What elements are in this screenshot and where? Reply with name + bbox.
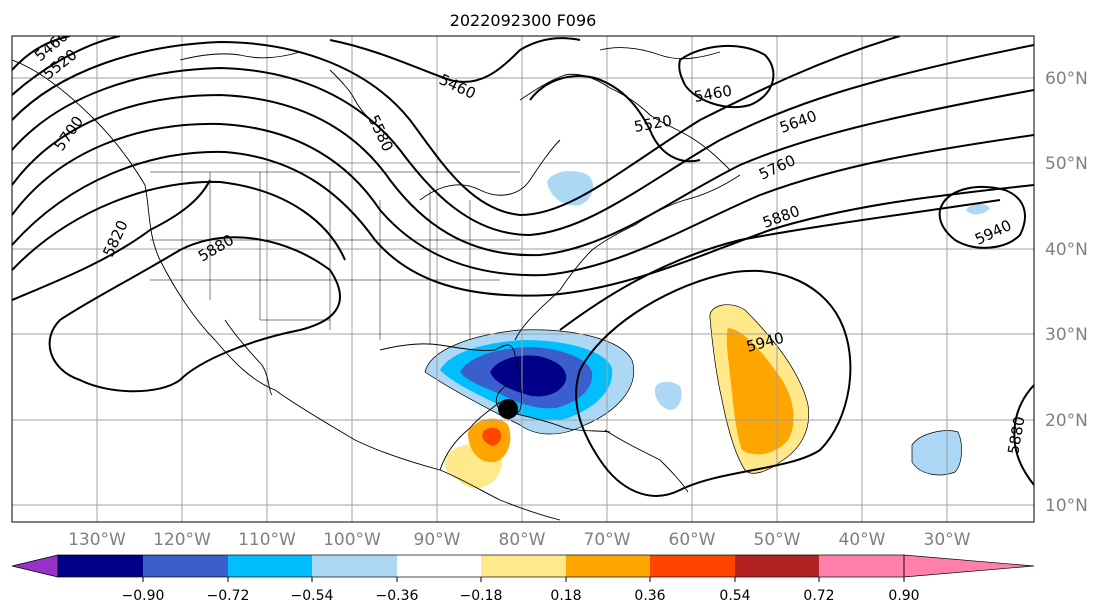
negative-anomaly-atlantic-1: [654, 381, 682, 410]
storm-center-dot: [498, 399, 518, 419]
contour-5460-west: [12, 36, 71, 71]
contour-5520-west: [12, 36, 121, 96]
contour-5820: [12, 180, 346, 271]
colorbar-tick-label: −0.72: [207, 588, 250, 604]
lat-label: 60°N: [1045, 69, 1088, 89]
colorbar-tick-label: 0.36: [634, 588, 665, 604]
colorbar-tick-label: −0.54: [291, 588, 334, 604]
colorbar-segment: [566, 555, 650, 577]
contour-5460-north: [329, 37, 581, 83]
height-contours: [12, 36, 1034, 497]
lon-label: 40°W: [839, 530, 886, 550]
state-borders: [150, 171, 520, 345]
lat-label: 40°N: [1045, 240, 1088, 260]
positive-anomaly-caribbean-core: [482, 427, 502, 446]
lon-label: 130°W: [68, 530, 126, 550]
map-background: [12, 36, 1034, 522]
lon-label: 50°W: [754, 530, 801, 550]
map-frame: [11, 35, 1035, 523]
negative-anomaly-atlantic-2: [912, 430, 962, 475]
lon-label: 110°W: [238, 530, 296, 550]
lon-label: 80°W: [499, 530, 546, 550]
lat-label: 10°N: [1045, 496, 1088, 516]
colorbar-extend-right: [903, 554, 1035, 578]
lon-label: 120°W: [153, 530, 211, 550]
colorbar-segment: [819, 555, 904, 577]
lat-label: 30°N: [1045, 325, 1088, 345]
colorbar-segment: [143, 555, 228, 577]
colorbar-extend-left: [11, 554, 59, 578]
map-title: 2022092300 F096: [450, 11, 597, 30]
graticule: [12, 36, 1034, 522]
colorbar-segment: [481, 555, 566, 577]
contour-5880-central: [12, 179, 211, 301]
colorbar-segment: [58, 555, 143, 577]
contour-5460-labrador: [678, 44, 775, 109]
colorbar-segment: [228, 555, 312, 577]
contour-ring-1: [12, 36, 901, 217]
lon-label: 100°W: [323, 530, 381, 550]
map-area: 5460 5520 5460 5580 5460 5520 5640 5760 …: [12, 36, 1034, 522]
contour-5880-atlantic: [559, 199, 1001, 331]
colorbar-segment: [397, 555, 481, 577]
contour-5940-atlantic: [575, 269, 852, 497]
lon-label: 30°W: [924, 530, 971, 550]
lat-label: 50°N: [1045, 154, 1088, 174]
anomaly-outline-east: [911, 430, 962, 476]
anomaly-outline-atlantic: [709, 304, 810, 474]
lon-label: 70°W: [584, 530, 631, 550]
colorbar-ticks: [142, 577, 905, 582]
longitude-labels: 130°W 120°W 110°W 100°W 90°W 80°W 70°W 6…: [68, 530, 971, 550]
latitude-labels: 60°N 50°N 40°N 30°N 20°N 10°N: [1045, 69, 1088, 516]
lat-label: 20°N: [1045, 411, 1088, 431]
colorbar-tick-label: −0.36: [376, 588, 419, 604]
colorbar-tick-label: 0.72: [803, 588, 834, 604]
contour-ring-4: [12, 122, 1034, 277]
colorbar: −0.90 −0.72 −0.54 −0.36 −0.18 0.18 0.36 …: [11, 554, 1035, 604]
colorbar-segment: [312, 555, 397, 577]
contour-5880-us: [48, 236, 341, 393]
colorbar-tick-label: 0.54: [719, 588, 750, 604]
colorbar-tick-label: −0.18: [460, 588, 503, 604]
colorbar-tick-label: −0.90: [122, 588, 165, 604]
contour-ring-2: [12, 44, 1034, 237]
colorbar-segment: [650, 555, 735, 577]
coastlines: [12, 47, 741, 521]
contour-5520-labrador: [529, 75, 701, 163]
colorbar-tick-label: 0.18: [550, 588, 581, 604]
colorbar-segment: [735, 555, 819, 577]
contour-5940-east: [938, 186, 1026, 249]
contour-ring-5: [12, 150, 1034, 297]
negative-anomaly-atlantic-3: [966, 204, 990, 215]
colorbar-tick-label: 0.90: [888, 588, 919, 604]
negative-anomaly-core: [490, 355, 567, 397]
contour-ring-3: [12, 89, 1034, 257]
lon-label: 90°W: [414, 530, 461, 550]
anomaly-shading: [424, 170, 990, 489]
contour-5880-east: [1013, 384, 1034, 486]
lon-label: 60°W: [669, 530, 716, 550]
